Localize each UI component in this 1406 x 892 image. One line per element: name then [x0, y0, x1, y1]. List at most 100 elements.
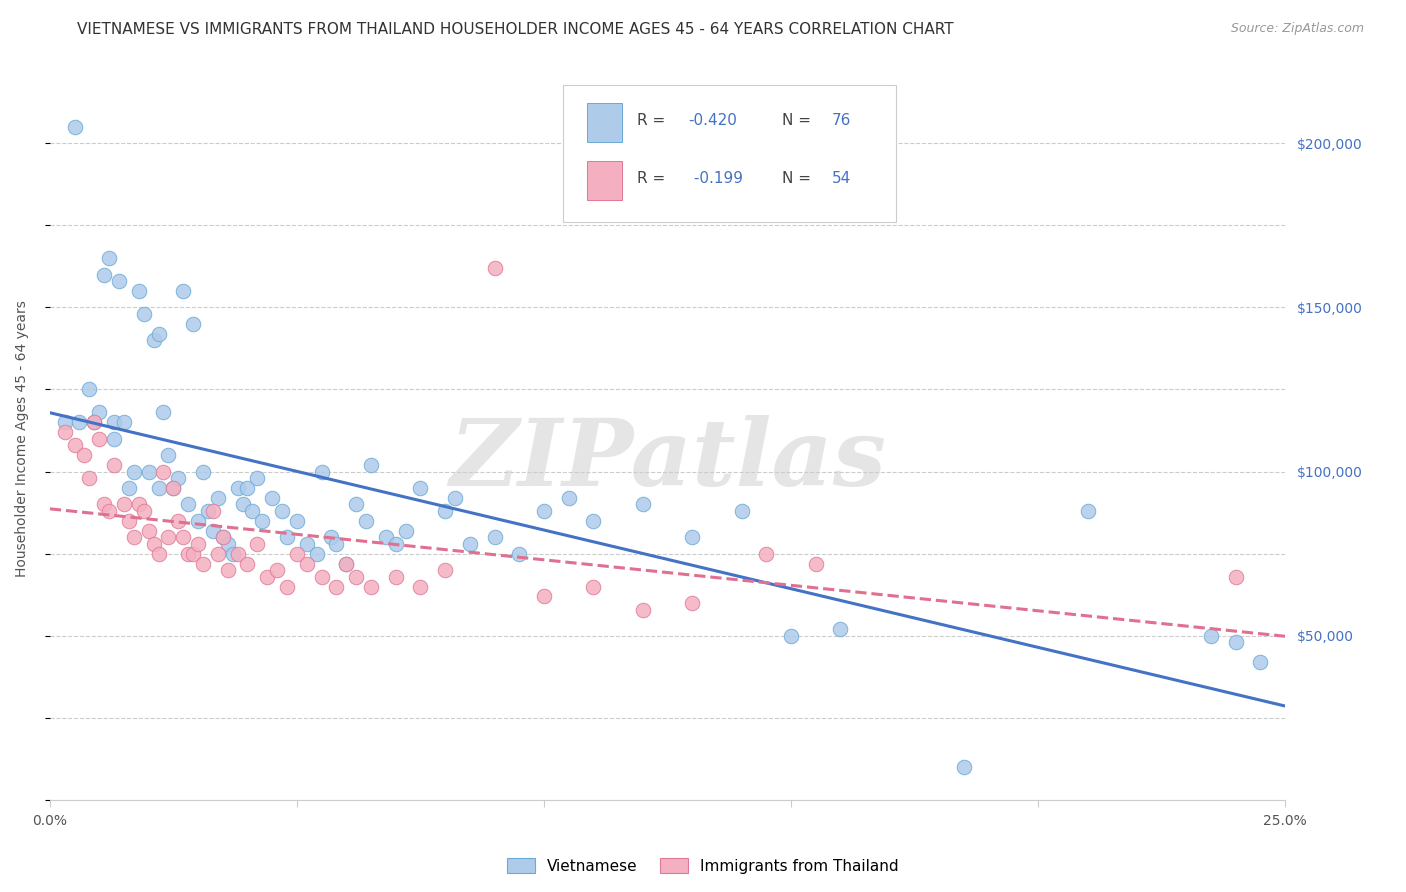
Point [409, 580, 432, 594]
Point [162, 481, 184, 495]
Point [236, 557, 259, 571]
Point [631, 602, 654, 616]
Point [138, 524, 160, 538]
FancyBboxPatch shape [562, 85, 896, 222]
Point [1225, 635, 1247, 649]
Point [384, 537, 406, 551]
Point [207, 491, 229, 505]
Point [374, 530, 396, 544]
Point [285, 514, 308, 528]
Text: 54: 54 [832, 171, 851, 186]
Point [181, 547, 204, 561]
Point [172, 530, 194, 544]
Point [108, 274, 131, 288]
Point [118, 514, 141, 528]
Point [122, 465, 145, 479]
Point [256, 570, 278, 584]
Text: R =: R = [637, 171, 669, 186]
Point [295, 557, 318, 571]
Point [142, 537, 165, 551]
Point [295, 537, 318, 551]
Point [582, 514, 605, 528]
Point [187, 537, 209, 551]
Point [167, 471, 190, 485]
Y-axis label: Householder Income Ages 45 - 64 years: Householder Income Ages 45 - 64 years [15, 301, 30, 577]
Point [1076, 504, 1098, 518]
Point [246, 471, 269, 485]
Point [93, 498, 115, 512]
Point [103, 415, 125, 429]
Point [73, 448, 96, 462]
Point [1225, 570, 1247, 584]
Point [211, 530, 233, 544]
Point [157, 448, 180, 462]
Text: N =: N = [782, 113, 817, 128]
Point [311, 465, 333, 479]
Point [384, 570, 406, 584]
Point [354, 514, 377, 528]
Point [172, 284, 194, 298]
Point [197, 504, 219, 518]
Point [148, 481, 170, 495]
Point [83, 415, 105, 429]
Point [226, 481, 249, 495]
Point [484, 260, 506, 275]
Point [508, 547, 530, 561]
Point [53, 425, 76, 440]
Point [63, 120, 86, 134]
Point [112, 415, 135, 429]
Point [132, 504, 155, 518]
Point [232, 498, 254, 512]
Text: -0.420: -0.420 [689, 113, 737, 128]
Point [69, 415, 91, 429]
Point [191, 557, 214, 571]
Text: R =: R = [637, 113, 669, 128]
Point [755, 547, 778, 561]
Point [533, 504, 555, 518]
Point [953, 760, 976, 774]
Point [246, 537, 269, 551]
Point [484, 530, 506, 544]
Point [325, 580, 347, 594]
Point [207, 547, 229, 561]
Point [305, 547, 328, 561]
Point [132, 307, 155, 321]
Point [118, 481, 141, 495]
Point [360, 458, 382, 472]
Point [276, 580, 298, 594]
Point [458, 537, 481, 551]
Point [266, 563, 288, 577]
Point [191, 465, 214, 479]
Point [582, 580, 605, 594]
Point [53, 415, 76, 429]
Point [152, 405, 174, 419]
Point [63, 438, 86, 452]
Point [830, 622, 852, 636]
Point [177, 498, 200, 512]
Point [434, 563, 457, 577]
Point [780, 629, 803, 643]
Point [177, 547, 200, 561]
Point [98, 251, 121, 265]
Point [217, 563, 239, 577]
Legend: Vietnamese, Immigrants from Thailand: Vietnamese, Immigrants from Thailand [501, 852, 905, 880]
Point [201, 504, 224, 518]
Point [79, 471, 101, 485]
Point [217, 537, 239, 551]
Text: 76: 76 [832, 113, 851, 128]
Point [181, 317, 204, 331]
Point [276, 530, 298, 544]
Point [804, 557, 827, 571]
Text: VIETNAMESE VS IMMIGRANTS FROM THAILAND HOUSEHOLDER INCOME AGES 45 - 64 YEARS COR: VIETNAMESE VS IMMIGRANTS FROM THAILAND H… [77, 22, 953, 37]
Point [142, 333, 165, 347]
Point [730, 504, 752, 518]
Point [285, 547, 308, 561]
Point [1250, 655, 1272, 669]
Point [252, 514, 274, 528]
Point [103, 432, 125, 446]
Point [344, 570, 367, 584]
Point [533, 590, 555, 604]
Point [148, 547, 170, 561]
Point [325, 537, 347, 551]
Point [112, 498, 135, 512]
